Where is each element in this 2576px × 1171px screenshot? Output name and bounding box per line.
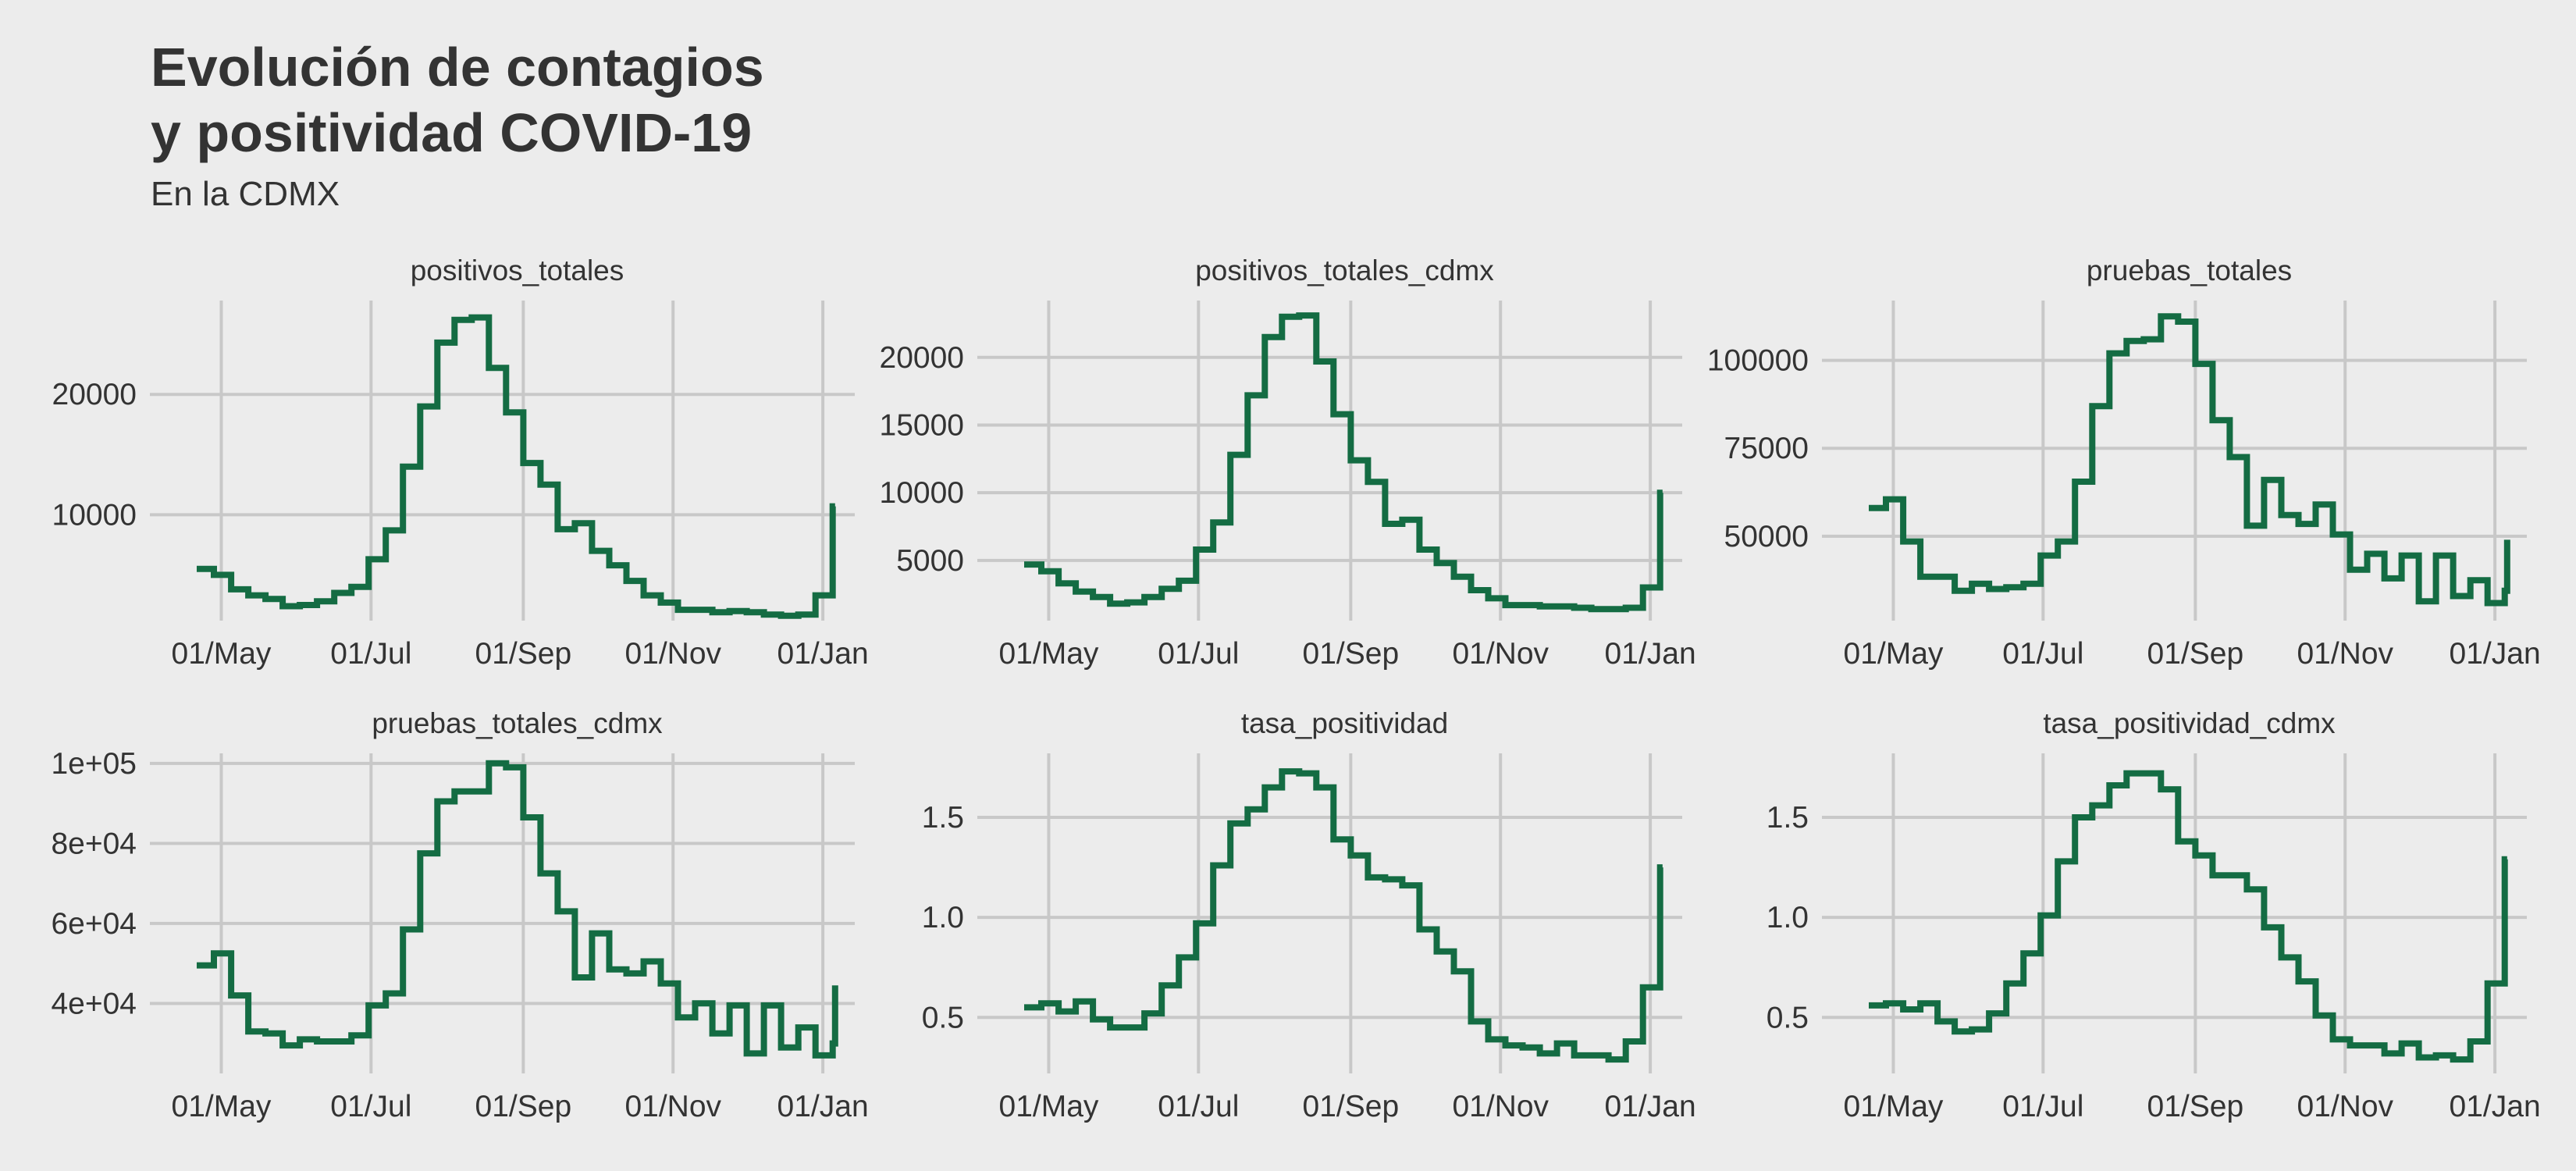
x-tick-label: 01/Jan (777, 637, 869, 671)
x-tick-label: 01/Jul (2002, 637, 2083, 671)
facet-panel: pruebas_totales 01/May 01/Jul 01/Sep 01/Nov 0… (1707, 254, 2541, 671)
x-tick-label: 01/May (1844, 637, 1944, 671)
facet-title: positivos_totales_cdmx (1195, 254, 1494, 287)
facet-panel: tasa_positividad_cdmx 01/May 01/Jul 01/Sep 0… (1767, 707, 2541, 1123)
x-tick-label: 01/Nov (2297, 637, 2393, 671)
x-tick-label: 01/Nov (624, 1090, 721, 1123)
x-tick-label: 01/Sep (2147, 1090, 2244, 1123)
x-tick-label: 01/Jul (2002, 1090, 2083, 1123)
x-tick-label: 01/Jan (1605, 637, 1696, 671)
y-tick-label: 0.5 (922, 1001, 964, 1034)
x-tick-label: 01/Jul (1158, 637, 1239, 671)
y-tick-label: 50000 (1724, 520, 1809, 553)
x-tick-label: 01/May (999, 1090, 1099, 1123)
y-tick-label: 20000 (52, 378, 137, 411)
facet-title: tasa_positividad_cdmx (2043, 707, 2336, 739)
series-line (1869, 770, 2508, 1063)
y-tick-label: 20000 (880, 341, 964, 375)
x-tick-label: 01/Sep (475, 637, 572, 671)
facet-title: positivos_totales (411, 254, 624, 287)
chart-title: Evolución de contagios y positividad COV… (151, 37, 764, 163)
y-tick-label: 1.0 (922, 901, 964, 934)
y-tick-label: 1.0 (1767, 901, 1809, 934)
y-tick-label: 10000 (880, 476, 964, 510)
x-tick-label: 01/Jan (1605, 1090, 1696, 1123)
x-tick-label: 01/Nov (624, 637, 721, 671)
y-tick-label: 15000 (880, 408, 964, 442)
y-tick-label: 6e+04 (51, 907, 137, 941)
x-tick-label: 01/Sep (475, 1090, 572, 1123)
x-tick-label: 01/Jan (777, 1090, 869, 1123)
x-tick-label: 01/May (1844, 1090, 1944, 1123)
facet-panel: pruebas_totales_cdmx 01/May 01/Jul 01/Sep 01… (51, 707, 868, 1123)
x-tick-label: 01/Sep (1303, 1090, 1400, 1123)
x-tick-label: 01/Jan (2450, 1090, 2541, 1123)
x-tick-label: 01/Jul (330, 1090, 411, 1123)
y-tick-label: 0.5 (1767, 1001, 1809, 1034)
x-tick-label: 01/Sep (1303, 637, 1400, 671)
x-tick-label: 01/May (172, 637, 272, 671)
facet-panel: positivos_totales 01/May 01/Jul 01/Sep 01/No… (52, 254, 869, 671)
series-line (1869, 313, 2510, 607)
x-tick-label: 01/Sep (2147, 637, 2244, 671)
series-line (1024, 768, 1663, 1063)
y-tick-label: 10000 (52, 498, 137, 532)
y-tick-label: 100000 (1707, 344, 1809, 378)
series-line (197, 314, 836, 619)
x-tick-label: 01/Jul (1158, 1090, 1239, 1123)
x-tick-label: 01/Jan (2450, 637, 2541, 671)
y-tick-label: 5000 (896, 544, 964, 578)
x-tick-label: 01/Nov (2297, 1090, 2393, 1123)
series-line (1024, 312, 1663, 613)
facet-panel: tasa_positividad 01/May 01/Jul 01/Sep 01/Nov… (922, 707, 1696, 1123)
y-tick-label: 8e+04 (51, 827, 137, 860)
x-tick-label: 01/Jul (330, 637, 411, 671)
facet-title: pruebas_totales (2087, 254, 2292, 287)
y-tick-label: 4e+04 (51, 987, 137, 1020)
facet-title: tasa_positividad (1241, 707, 1448, 739)
x-tick-label: 01/May (999, 637, 1099, 671)
series-line (197, 760, 838, 1059)
y-tick-label: 1.5 (1767, 801, 1809, 835)
chart-subtitle: En la CDMX (151, 175, 340, 213)
y-tick-label: 1e+05 (51, 747, 137, 781)
y-tick-label: 1.5 (922, 801, 964, 835)
y-tick-label: 75000 (1724, 432, 1809, 465)
facet-title: pruebas_totales_cdmx (372, 707, 663, 739)
x-tick-label: 01/Nov (1452, 637, 1549, 671)
x-tick-label: 01/Nov (1452, 1090, 1549, 1123)
facet-panel: positivos_totales_cdmx 01/May 01/Jul 01/Sep… (880, 254, 1696, 671)
x-tick-label: 01/May (172, 1090, 272, 1123)
